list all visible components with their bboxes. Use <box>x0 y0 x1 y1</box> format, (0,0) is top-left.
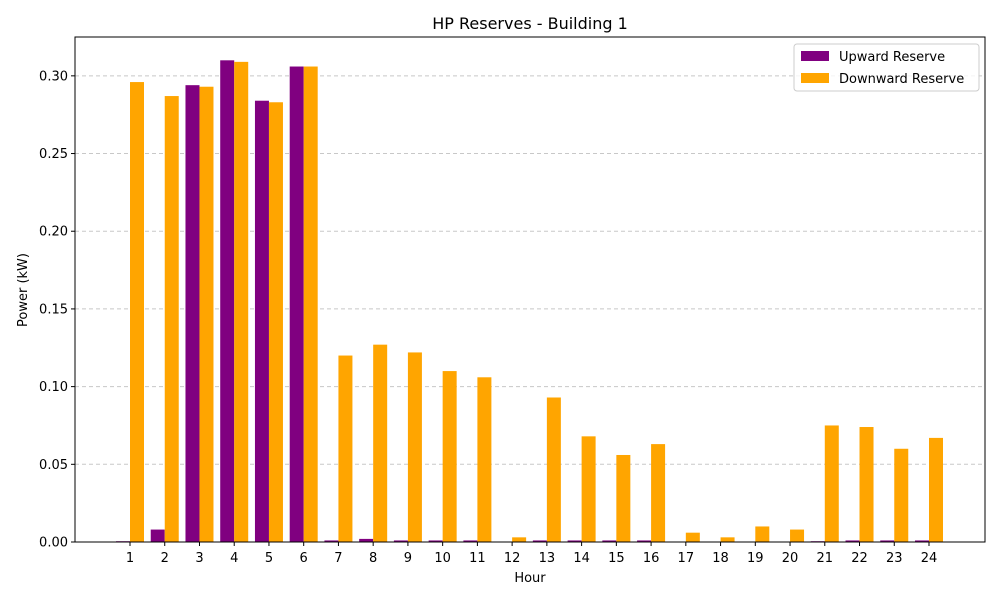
x-tick-label: 18 <box>712 551 729 566</box>
bar-downward-reserve-hour-16 <box>651 444 666 542</box>
bar-downward-reserve-hour-3 <box>199 86 214 542</box>
bar-downward-reserve-hour-6 <box>303 66 318 543</box>
bar-upward-reserve-hour-6 <box>289 66 304 543</box>
legend-box <box>793 43 980 92</box>
bar-downward-reserve-hour-4 <box>234 61 249 542</box>
bar-upward-reserve-hour-23 <box>880 540 895 542</box>
y-tick-label: 0.15 <box>39 302 68 317</box>
x-tick-label: 21 <box>817 551 834 566</box>
bar-downward-reserve-hour-15 <box>616 454 631 542</box>
x-tick-label: 13 <box>539 551 556 566</box>
bar-upward-reserve-hour-4 <box>220 60 235 543</box>
bar-downward-reserve-hour-23 <box>894 448 909 542</box>
x-tick-label: 12 <box>504 551 521 566</box>
bars <box>116 60 943 543</box>
bar-upward-reserve-hour-2 <box>150 529 165 542</box>
bar-downward-reserve-hour-12 <box>512 537 527 542</box>
bar-downward-reserve-hour-13 <box>546 397 561 542</box>
legend-swatch-upward <box>801 51 829 61</box>
x-tick-label: 20 <box>782 551 799 566</box>
bar-upward-reserve-hour-5 <box>254 100 269 542</box>
x-axis-ticks: 1 2 3 4 5 6 7 8 9 10 11 12 13 14 15 16 17 18 19 20 21 22 23 24 <box>126 542 937 566</box>
bar-upward-reserve-hour-22 <box>845 540 860 542</box>
bar-downward-reserve-hour-14 <box>581 436 596 542</box>
bar-upward-reserve-hour-16 <box>637 540 652 542</box>
bar-upward-reserve-hour-14 <box>567 540 582 542</box>
chart-title: HP Reserves - Building 1 <box>432 14 628 33</box>
bar-downward-reserve-hour-5 <box>268 102 283 542</box>
bar-downward-reserve-hour-8 <box>373 344 388 542</box>
bar-upward-reserve-hour-10 <box>428 540 443 542</box>
bar-upward-reserve-hour-24 <box>915 540 929 542</box>
bar-downward-reserve-hour-10 <box>442 371 457 542</box>
bar-downward-reserve-hour-17 <box>685 532 700 542</box>
x-tick-label: 14 <box>573 551 590 566</box>
bar-upward-reserve-hour-8 <box>359 538 374 542</box>
y-tick-label: 0.05 <box>39 458 68 473</box>
bar-downward-reserve-hour-19 <box>755 526 770 542</box>
bar-downward-reserve-hour-24 <box>929 437 943 542</box>
x-tick-label: 24 <box>921 551 938 566</box>
bar-downward-reserve-hour-22 <box>859 427 874 542</box>
bar-downward-reserve-hour-21 <box>824 425 839 542</box>
bar-downward-reserve-hour-18 <box>720 537 735 542</box>
y-tick-label: 0.00 <box>39 536 68 551</box>
x-tick-label: 19 <box>747 551 764 566</box>
bar-upward-reserve-hour-13 <box>532 540 547 542</box>
bar-upward-reserve-hour-7 <box>324 540 339 542</box>
x-tick-label: 15 <box>608 551 625 566</box>
bar-upward-reserve-hour-3 <box>185 85 200 543</box>
y-tick-label: 0.20 <box>39 225 68 240</box>
x-tick-label: 7 <box>334 551 342 566</box>
bar-downward-reserve-hour-1 <box>130 82 144 543</box>
bar-downward-reserve-hour-9 <box>407 352 422 542</box>
bar-downward-reserve-hour-2 <box>164 96 179 543</box>
x-tick-label: 8 <box>369 551 377 566</box>
x-axis-label: Hour <box>514 571 546 586</box>
x-tick-label: 3 <box>195 551 203 566</box>
x-tick-label: 2 <box>161 551 169 566</box>
bar-downward-reserve-hour-11 <box>477 377 492 542</box>
x-tick-label: 6 <box>300 551 308 566</box>
legend-label-upward: Upward Reserve <box>839 50 945 65</box>
y-axis-ticks: 0.00 0.05 0.10 0.15 0.20 0.25 0.30 <box>39 69 75 551</box>
x-tick-label: 22 <box>851 551 868 566</box>
bar-downward-reserve-hour-20 <box>790 529 805 542</box>
plot-frame <box>74 36 986 543</box>
y-tick-label: 0.25 <box>39 147 68 162</box>
y-tick-label: 0.30 <box>39 69 68 84</box>
bar-upward-reserve-hour-9 <box>393 540 408 542</box>
x-tick-label: 1 <box>126 551 134 566</box>
x-tick-label: 9 <box>404 551 412 566</box>
x-tick-label: 16 <box>643 551 660 566</box>
x-tick-label: 10 <box>434 551 451 566</box>
x-tick-label: 23 <box>886 551 903 566</box>
legend-label-downward: Downward Reserve <box>839 72 964 87</box>
x-tick-label: 5 <box>265 551 273 566</box>
x-tick-label: 11 <box>469 551 486 566</box>
legend-swatch-downward <box>801 73 829 83</box>
bar-upward-reserve-hour-11 <box>463 540 478 542</box>
y-axis-label: Power (kW) <box>16 253 31 327</box>
y-tick-label: 0.10 <box>39 380 68 395</box>
x-tick-label: 17 <box>678 551 695 566</box>
x-tick-label: 4 <box>230 551 238 566</box>
bar-downward-reserve-hour-7 <box>338 355 353 542</box>
legend: Upward Reserve Downward Reserve <box>793 43 980 92</box>
bar-upward-reserve-hour-15 <box>602 540 617 542</box>
